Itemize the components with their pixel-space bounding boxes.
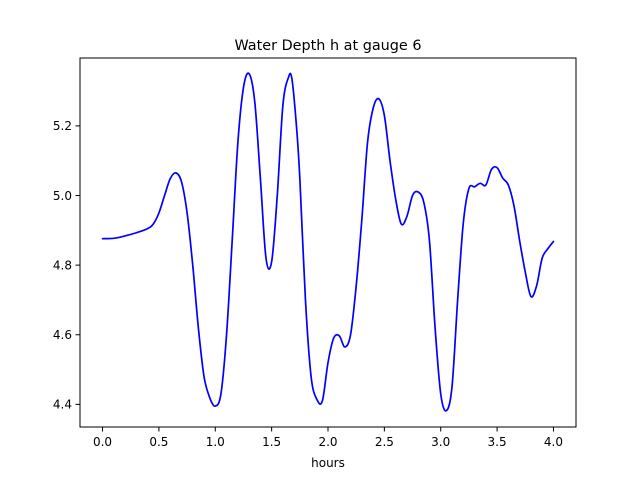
y-tick-label: 4.6 xyxy=(53,328,72,342)
chart-title: Water Depth h at gauge 6 xyxy=(234,38,421,54)
x-tick-label: 3.0 xyxy=(431,435,450,449)
x-axis-label: hours xyxy=(311,456,345,470)
x-tick-label: 0.0 xyxy=(93,435,112,449)
x-tick-label: 2.5 xyxy=(375,435,394,449)
x-tick-label: 2.0 xyxy=(318,435,337,449)
y-axis: 4.4 4.6 4.8 5.0 5.2 xyxy=(53,119,80,412)
x-axis: 0.0 0.5 1.0 1.5 2.0 2.5 3.0 3.5 4.0 xyxy=(93,427,563,449)
x-tick-label: 0.5 xyxy=(149,435,168,449)
x-tick-label: 1.0 xyxy=(206,435,225,449)
y-tick-label: 4.8 xyxy=(53,258,72,272)
series-line-0 xyxy=(101,72,555,412)
x-tick-label: 4.0 xyxy=(544,435,563,449)
plot-layer xyxy=(101,72,555,412)
x-tick-label: 1.5 xyxy=(262,435,281,449)
x-tick-label: 3.5 xyxy=(488,435,507,449)
y-tick-label: 4.4 xyxy=(53,398,72,412)
y-tick-label: 5.0 xyxy=(53,189,72,203)
y-tick-label: 5.2 xyxy=(53,119,72,133)
